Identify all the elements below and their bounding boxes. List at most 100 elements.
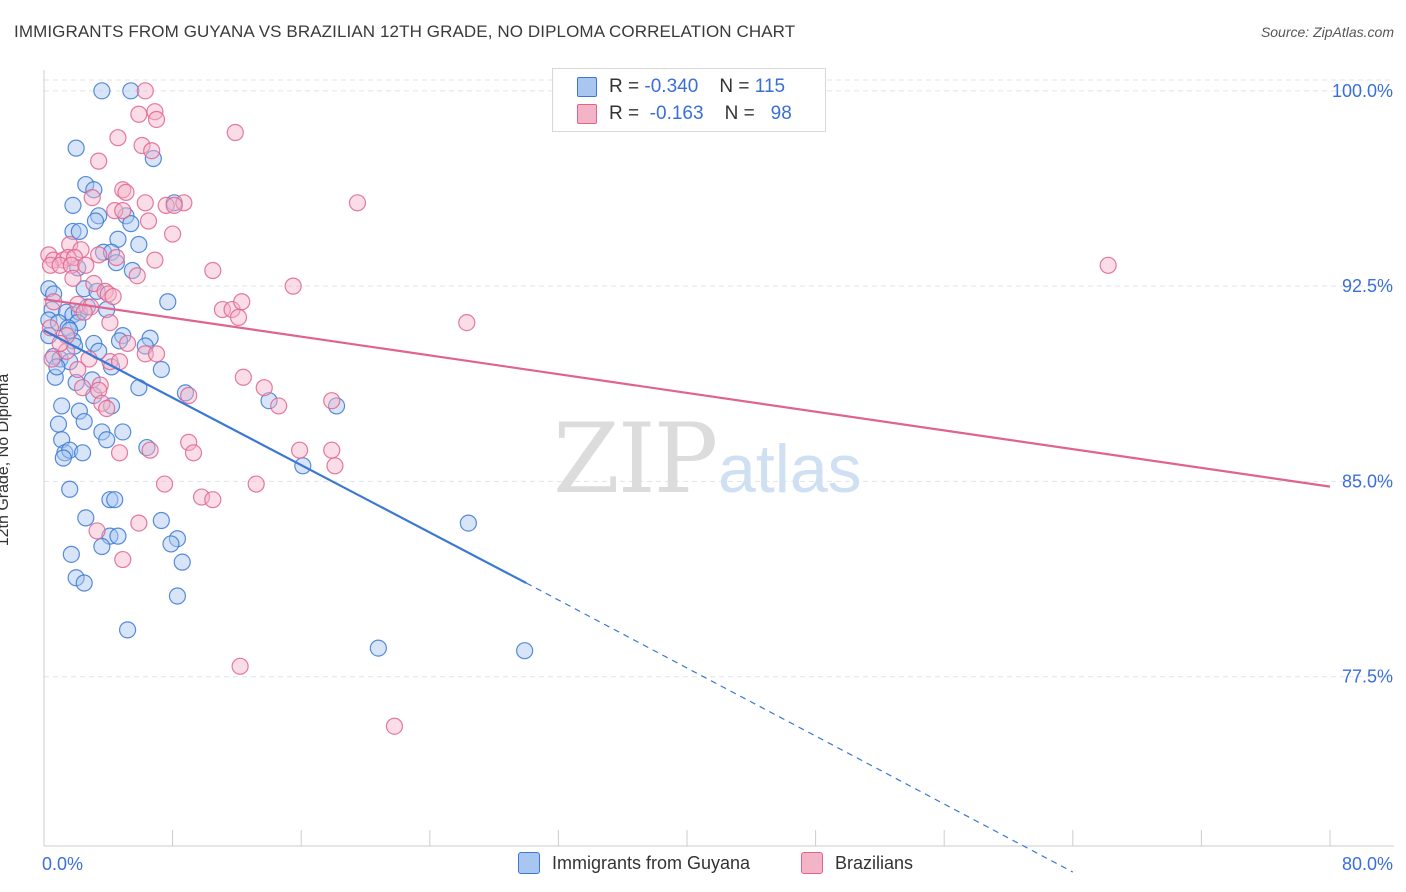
brazilians-n-value: 98 xyxy=(770,103,792,124)
brazilian-point xyxy=(146,251,164,269)
brazilian-point xyxy=(110,444,129,462)
y-tick-label: 92.5% xyxy=(1342,276,1393,296)
brazilian-point xyxy=(231,657,249,675)
y-tick-label: 85.0% xyxy=(1342,471,1393,491)
brazilian-point xyxy=(192,488,211,506)
brazilian-point xyxy=(41,256,60,274)
guyana-swatch xyxy=(577,77,597,97)
guyana-point xyxy=(40,280,58,298)
brazilian-point xyxy=(104,287,122,306)
guyana-point xyxy=(159,293,177,311)
guyana-point xyxy=(369,639,387,657)
brazilian-point xyxy=(234,368,252,386)
chart-title: IMMIGRANTS FROM GUYANA VS BRAZILIAN 12TH… xyxy=(14,22,796,41)
brazilian-point xyxy=(117,183,135,201)
brazilian-point xyxy=(109,129,127,147)
brazilian-point xyxy=(90,246,108,264)
series-legend: Immigrants from Guyana Brazilians xyxy=(0,852,1406,878)
brazilian-point xyxy=(204,491,222,509)
brazilian-point xyxy=(290,441,309,459)
watermark-atlas: atlas xyxy=(718,431,862,507)
guyana-point xyxy=(516,642,534,660)
guyana-point xyxy=(260,392,278,410)
guyana-point xyxy=(73,444,92,462)
brazilian-point xyxy=(175,194,193,212)
brazilian-point xyxy=(114,181,132,199)
guyana-point xyxy=(152,511,170,530)
guyana-trend-extension xyxy=(525,582,1074,873)
axes xyxy=(43,70,1394,847)
brazilian-point xyxy=(143,142,161,160)
brazilian-point xyxy=(139,212,158,230)
brazilian-point xyxy=(136,194,154,212)
guyana-point xyxy=(102,243,121,261)
x-tick-label-min: 0.0% xyxy=(42,854,83,874)
brazilian-point xyxy=(226,123,244,142)
points-guyana xyxy=(40,82,534,660)
guyana-point xyxy=(70,402,88,420)
brazilian-point xyxy=(118,334,137,353)
guyana-point xyxy=(93,537,111,556)
brazilian-point xyxy=(99,285,117,303)
guyana-point xyxy=(61,321,79,340)
guyana-point xyxy=(75,412,93,431)
guyana-point xyxy=(75,574,93,592)
brazilian-point xyxy=(69,360,87,379)
watermark-zip: ZIP xyxy=(553,403,716,515)
guyana-point xyxy=(138,438,156,457)
guyana-point xyxy=(118,621,137,639)
brazilian-point xyxy=(147,345,166,363)
guyana-point xyxy=(459,514,477,532)
brazilian-point xyxy=(73,379,92,397)
guyana-point xyxy=(70,222,88,241)
legend-row-guyana: R = -0.340 N = 115 xyxy=(577,75,785,99)
guyana-point xyxy=(75,280,93,298)
guyana-point xyxy=(168,587,187,605)
legend-swatch-brazilians xyxy=(801,852,823,874)
brazilian-point xyxy=(130,105,148,123)
brazilian-point xyxy=(284,277,302,295)
guyana-point xyxy=(106,491,124,509)
guyana-r-label: R = xyxy=(609,76,640,97)
brazilian-point xyxy=(458,313,476,332)
brazilians-swatch xyxy=(577,104,597,124)
guyana-point xyxy=(122,215,140,233)
brazilian-point xyxy=(180,386,198,405)
guyana-point xyxy=(62,545,80,563)
stats-legend: R = -0.340 N = 115 R = -0.163 N = 98 xyxy=(552,68,826,132)
brazilian-point xyxy=(130,514,148,532)
brazilian-point xyxy=(77,256,95,274)
guyana-point xyxy=(114,423,132,441)
brazilian-point xyxy=(64,269,82,287)
brazilian-point xyxy=(213,300,232,319)
legend-item-guyana[interactable]: Immigrants from Guyana xyxy=(518,852,750,874)
brazilian-point xyxy=(101,313,119,332)
brazilians-n-label: N = xyxy=(724,103,755,124)
brazilian-point xyxy=(180,433,198,451)
guyana-n-value: 115 xyxy=(754,76,786,97)
guyana-point xyxy=(64,222,82,241)
guyana-point xyxy=(123,261,142,280)
legend-label-brazilians: Brazilians xyxy=(835,852,914,873)
legend-item-brazilians[interactable]: Brazilians xyxy=(801,852,913,874)
guyana-n-label: N = xyxy=(719,76,750,97)
brazilian-point xyxy=(83,188,101,207)
brazilian-point xyxy=(1099,256,1117,274)
guyana-point xyxy=(77,509,95,527)
brazilian-point xyxy=(133,136,151,155)
guyana-point xyxy=(130,235,148,254)
brazilian-point xyxy=(229,308,248,326)
tick-labels: 77.5% 85.0% 92.5% 100.0% 0.0% 80.0% xyxy=(42,81,1393,874)
brazilian-point xyxy=(184,444,203,462)
trend-lines xyxy=(43,298,1331,873)
brazilian-point xyxy=(147,110,166,129)
brazilians-r-value: -0.163 xyxy=(649,103,704,124)
guyana-point xyxy=(98,431,116,449)
y-tick-label: 100.0% xyxy=(1332,81,1393,101)
source-note: Source: ZipAtlas.com xyxy=(1260,24,1394,40)
brazilian-point xyxy=(90,152,108,170)
legend-row-brazilians: R = -0.163 N = 98 xyxy=(577,102,792,126)
brazilian-point xyxy=(141,441,159,459)
brazilian-point xyxy=(114,550,132,569)
